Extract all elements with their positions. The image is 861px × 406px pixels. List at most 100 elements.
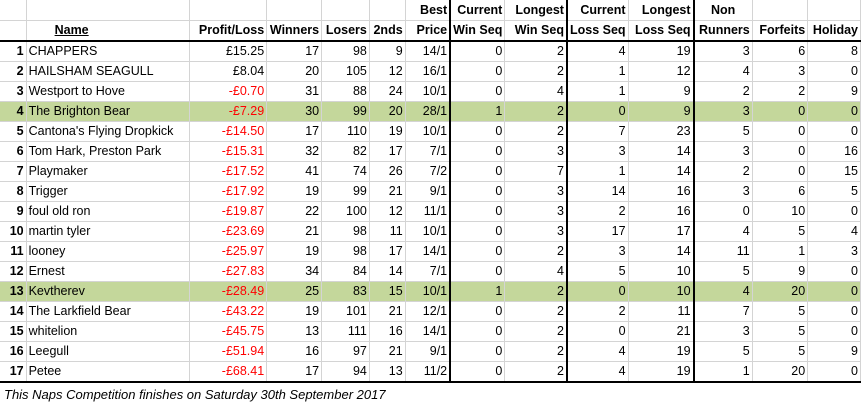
cell-seconds: 12	[369, 201, 406, 222]
header-current-win-seq-top: Current	[450, 0, 506, 21]
cell-profit-loss: -£23.69	[189, 221, 268, 242]
cell-non-runners: 2	[693, 81, 753, 102]
cell-current-loss-seq: 0	[566, 321, 629, 342]
cell-current-win-seq: 0	[450, 141, 506, 162]
cell-non-runners: 2	[693, 161, 753, 182]
cell-profit-loss: -£19.87	[189, 201, 268, 222]
cell-current-loss-seq: 4	[566, 361, 629, 383]
cell-profit-loss: -£0.70	[189, 81, 268, 102]
cell-position: 7	[0, 161, 27, 182]
table-row: 4 The Brighton Bear -£7.29 30 99 20 28/1 1 2 0 9 3 0…	[0, 101, 861, 122]
cell-forfeits: 0	[752, 121, 809, 142]
cell-position: 2	[0, 61, 27, 82]
cell-winners: 16	[266, 341, 323, 362]
cell-seconds: 24	[369, 81, 406, 102]
cell-holiday: 0	[807, 361, 861, 383]
cell-forfeits: 20	[752, 361, 809, 383]
cell-non-runners: 5	[693, 261, 753, 282]
cell-winners: 19	[266, 301, 323, 322]
cell-non-runners: 3	[693, 181, 753, 202]
cell-current-loss-seq: 17	[566, 221, 629, 242]
cell-longest-win-seq: 2	[504, 121, 568, 142]
cell-seconds: 15	[369, 281, 406, 302]
cell-player-name: Westport to Hove	[26, 81, 191, 102]
cell-current-win-seq: 0	[450, 121, 506, 142]
header-longest-loss-seq-top: Longest	[628, 0, 695, 21]
cell-profit-loss: -£51.94	[189, 341, 268, 362]
table-row: 14 The Larkfield Bear -£43.22 19 101 21 12/1 0 2…	[0, 301, 861, 322]
cell-longest-loss-seq: 14	[628, 141, 695, 162]
cell-seconds: 9	[369, 41, 406, 62]
cell-current-win-seq: 0	[450, 301, 506, 322]
cell-current-win-seq: 0	[450, 61, 506, 82]
cell-longest-win-seq: 2	[504, 281, 568, 302]
cell-non-runners: 5	[693, 121, 753, 142]
cell-current-loss-seq: 1	[566, 81, 629, 102]
header-forfeits: Forfeits	[752, 20, 809, 42]
cell-current-loss-seq: 4	[566, 341, 629, 362]
cell-seconds: 26	[369, 161, 406, 182]
cell-best-price: 7/1	[405, 141, 452, 162]
cell-player-name: HAILSHAM SEAGULL	[26, 61, 191, 82]
cell-non-runners: 3	[693, 41, 753, 62]
header-longest-win-seq-top: Longest	[504, 0, 568, 21]
cell-holiday: 0	[807, 281, 861, 302]
cell-player-name: Cantona's Flying Dropkick	[26, 121, 191, 142]
table-row: 10 martin tyler -£23.69 21 98 11 10/1 0 3 17 17 4 5 4	[0, 221, 861, 242]
header-row: Name Profit/Loss Winners Losers 2nds Pri…	[0, 20, 861, 42]
cell-current-win-seq: 0	[450, 181, 506, 202]
table-row: 2 HAILSHAM SEAGULL £8.04 20 105 12 16/1 0 2 1 12 4 3…	[0, 61, 861, 82]
cell-losers: 74	[321, 161, 370, 182]
cell-current-loss-seq: 0	[566, 281, 629, 302]
cell-losers: 111	[321, 321, 370, 342]
header-current-loss-seq: Loss Seq	[566, 20, 629, 42]
cell-profit-loss: -£15.31	[189, 141, 268, 162]
cell-non-runners: 3	[693, 101, 753, 122]
cell-longest-win-seq: 2	[504, 321, 568, 342]
cell-best-price: 10/1	[405, 221, 452, 242]
cell-seconds: 19	[369, 121, 406, 142]
cell-position: 11	[0, 241, 27, 262]
table-row: 13 Kevtherev -£28.49 25 83 15 10/1 1 2 0 10 4 20 0	[0, 281, 861, 302]
cell-longest-win-seq: 2	[504, 241, 568, 262]
cell-holiday: 9	[807, 341, 861, 362]
competition-footer-note: This Naps Competition finishes on Saturd…	[4, 387, 386, 402]
cell-losers: 105	[321, 61, 370, 82]
header-seconds: 2nds	[369, 20, 406, 42]
table-row: 8 Trigger -£17.92 19 99 21 9/1 0 3 14 16 3 6 5	[0, 181, 861, 202]
cell-best-price: 14/1	[405, 41, 452, 62]
cell-winners: 17	[266, 41, 323, 62]
table-row: 12 Ernest -£27.83 34 84 14 7/1 0 4 5 10 5 9 0	[0, 261, 861, 282]
cell-seconds: 21	[369, 341, 406, 362]
cell-longest-loss-seq: 9	[628, 81, 695, 102]
cell-best-price: 11/2	[405, 361, 452, 383]
cell-non-runners: 7	[693, 301, 753, 322]
cell-position: 10	[0, 221, 27, 242]
header-name: Name	[26, 20, 191, 42]
cell-seconds: 17	[369, 241, 406, 262]
cell-holiday: 0	[807, 201, 861, 222]
header-holiday: Holiday	[807, 20, 861, 42]
cell-losers: 94	[321, 361, 370, 383]
cell-current-win-seq: 0	[450, 81, 506, 102]
cell-losers: 110	[321, 121, 370, 142]
cell-current-win-seq: 1	[450, 101, 506, 122]
cell-current-win-seq: 0	[450, 361, 506, 383]
cell-longest-loss-seq: 10	[628, 281, 695, 302]
cell-seconds: 16	[369, 321, 406, 342]
cell-seconds: 13	[369, 361, 406, 383]
cell-current-loss-seq: 3	[566, 141, 629, 162]
cell-losers: 88	[321, 81, 370, 102]
cell-forfeits: 3	[752, 61, 809, 82]
cell-losers: 82	[321, 141, 370, 162]
cell-position: 1	[0, 41, 27, 62]
cell-losers: 99	[321, 181, 370, 202]
cell-profit-loss: -£17.92	[189, 181, 268, 202]
cell-longest-loss-seq: 10	[628, 261, 695, 282]
cell-position: 3	[0, 81, 27, 102]
cell-non-runners: 4	[693, 221, 753, 242]
cell-longest-loss-seq: 16	[628, 181, 695, 202]
header-non-runners-top: Non	[693, 0, 753, 21]
cell-non-runners: 1	[693, 361, 753, 383]
cell-non-runners: 4	[693, 281, 753, 302]
